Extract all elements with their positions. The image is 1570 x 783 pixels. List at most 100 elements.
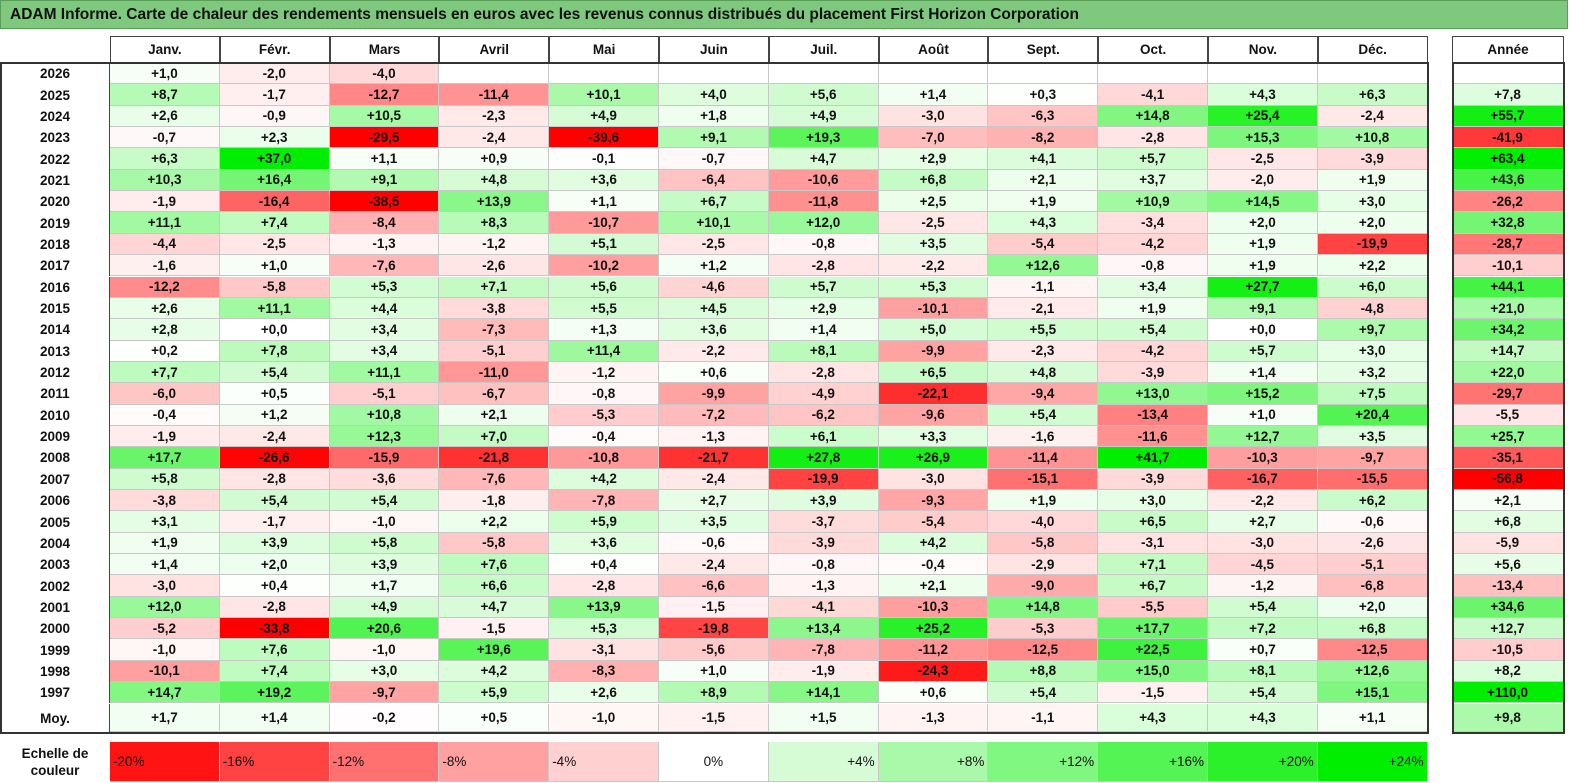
cell-2002-4: -2,8	[549, 575, 659, 597]
average-cell-2: -0,2	[329, 704, 440, 732]
cell-1997-10: +5,4	[1208, 682, 1318, 704]
cell-2022-10: -2,5	[1208, 148, 1318, 170]
cell-2013-11: +3,0	[1317, 340, 1428, 362]
cell-2023-9: -2,8	[1098, 127, 1208, 149]
cell-2008-0: +17,7	[110, 447, 220, 469]
row-label-2000: 2000	[0, 618, 110, 640]
cell-2001-5: -1,5	[659, 596, 769, 619]
cell-2009-5: -1,3	[659, 425, 769, 448]
year-total-2019: +32,8	[1452, 212, 1564, 234]
column-header-11: Déc.	[1317, 36, 1428, 63]
cell-2018-6: -0,8	[768, 233, 879, 256]
cell-2005-1: -1,7	[219, 511, 330, 533]
cell-2013-8: -2,3	[988, 340, 1099, 362]
cell-2017-10: +1,9	[1208, 255, 1318, 277]
average-cell-3: +0,5	[439, 704, 550, 732]
legend-step-label-2: -12%	[332, 754, 365, 769]
cell-2018-8: -5,4	[988, 233, 1099, 256]
cell-2004-5: -0,6	[659, 532, 769, 555]
cell-2003-4: +0,4	[549, 554, 659, 576]
cell-2026-11	[1317, 63, 1428, 85]
cell-2011-3: -6,7	[439, 383, 550, 405]
cell-2016-3: +7,1	[439, 276, 550, 298]
cell-2002-0: -3,0	[110, 575, 220, 597]
cell-2003-9: +7,1	[1098, 554, 1208, 576]
row-label-2001: 2001	[0, 596, 110, 619]
cell-2010-2: +10,8	[329, 404, 440, 426]
cell-2016-6: +5,7	[768, 276, 879, 298]
row-label-2011: 2011	[0, 383, 110, 405]
cell-2011-10: +15,2	[1208, 383, 1318, 405]
average-cell-5: -1,5	[659, 704, 769, 732]
cell-2000-4: +5,3	[549, 618, 659, 640]
cell-2014-0: +2,8	[110, 319, 220, 341]
cell-2017-3: -2,6	[439, 255, 550, 277]
row-label-2005: 2005	[0, 511, 110, 533]
cell-2025-8: +0,3	[988, 84, 1099, 106]
cell-2002-2: +1,7	[329, 575, 440, 597]
cell-2020-9: +10,9	[1098, 191, 1208, 213]
legend-step-8: +12%	[988, 742, 1099, 782]
cell-2020-1: -16,4	[219, 191, 330, 213]
cell-2023-2: -29,5	[329, 127, 440, 149]
cell-2023-8: -8,2	[988, 127, 1099, 149]
cell-2024-3: -2,3	[439, 105, 550, 128]
cell-2004-1: +3,9	[219, 532, 330, 555]
cell-2001-1: -2,8	[219, 596, 330, 619]
cell-2011-5: -9,9	[659, 383, 769, 405]
cell-2015-7: -10,1	[878, 297, 989, 320]
cell-2005-11: -0,6	[1317, 511, 1428, 533]
year-total-2021: +43,6	[1452, 169, 1564, 192]
cell-2022-3: +0,9	[439, 148, 550, 170]
cell-2002-7: +2,1	[878, 575, 989, 597]
cell-2016-1: -5,8	[219, 276, 330, 298]
cell-2017-11: +2,2	[1317, 255, 1428, 277]
cell-2010-8: +5,4	[988, 404, 1099, 426]
cell-2015-9: +1,9	[1098, 297, 1208, 320]
cell-1997-0: +14,7	[110, 682, 220, 704]
cell-2001-10: +5,4	[1208, 596, 1318, 619]
cell-2002-5: -6,6	[659, 575, 769, 597]
column-header-1: Févr.	[219, 36, 330, 63]
row-label-2017: 2017	[0, 255, 110, 277]
cell-2026-0: +1,0	[110, 63, 220, 85]
cell-1997-11: +15,1	[1317, 682, 1428, 704]
cell-2007-2: -3,6	[329, 468, 440, 490]
cell-2000-9: +17,7	[1098, 618, 1208, 640]
cell-2009-1: -2,4	[219, 425, 330, 448]
cell-1998-1: +7,4	[219, 660, 330, 683]
year-total-2016: +44,1	[1452, 276, 1564, 298]
cell-2014-9: +5,4	[1098, 319, 1208, 341]
cell-2008-6: +27,8	[768, 447, 879, 469]
cell-2018-10: +1,9	[1208, 233, 1318, 256]
legend-step-7: +8%	[878, 742, 989, 782]
cell-2015-4: +5,5	[549, 297, 659, 320]
column-header-6: Juil.	[768, 36, 879, 63]
cell-2026-6	[768, 63, 879, 85]
cell-2020-4: +1,1	[549, 191, 659, 213]
average-cell-7: -1,3	[878, 704, 989, 732]
cell-2017-9: -0,8	[1098, 255, 1208, 277]
cell-2004-11: -2,6	[1317, 532, 1428, 555]
cell-2021-11: +1,9	[1317, 169, 1428, 192]
average-cell-8: -1,1	[988, 704, 1099, 732]
year-total-2002: -13,4	[1452, 575, 1564, 597]
cell-2012-3: -11,0	[439, 361, 550, 384]
cell-2018-3: -1,2	[439, 233, 550, 256]
cell-2008-8: -11,4	[988, 447, 1099, 469]
year-total-2025: +7,8	[1452, 84, 1564, 106]
legend-step-5: 0%	[659, 742, 769, 782]
cell-1998-9: +15,0	[1098, 660, 1208, 683]
year-total-2010: -5,5	[1452, 404, 1564, 426]
cell-2022-7: +2,9	[878, 148, 989, 170]
cell-2010-0: -0,4	[110, 404, 220, 426]
cell-2000-2: +20,6	[329, 618, 440, 640]
cell-2023-6: +19,3	[768, 127, 879, 149]
cell-2025-2: -12,7	[329, 84, 440, 106]
cell-2015-8: -2,1	[988, 297, 1099, 320]
cell-2026-8	[988, 63, 1099, 85]
cell-2014-6: +1,4	[768, 319, 879, 341]
cell-2018-11: -19,9	[1317, 233, 1428, 256]
legend-step-4: -4%	[549, 742, 659, 782]
average-cell-11: +1,1	[1317, 704, 1428, 732]
